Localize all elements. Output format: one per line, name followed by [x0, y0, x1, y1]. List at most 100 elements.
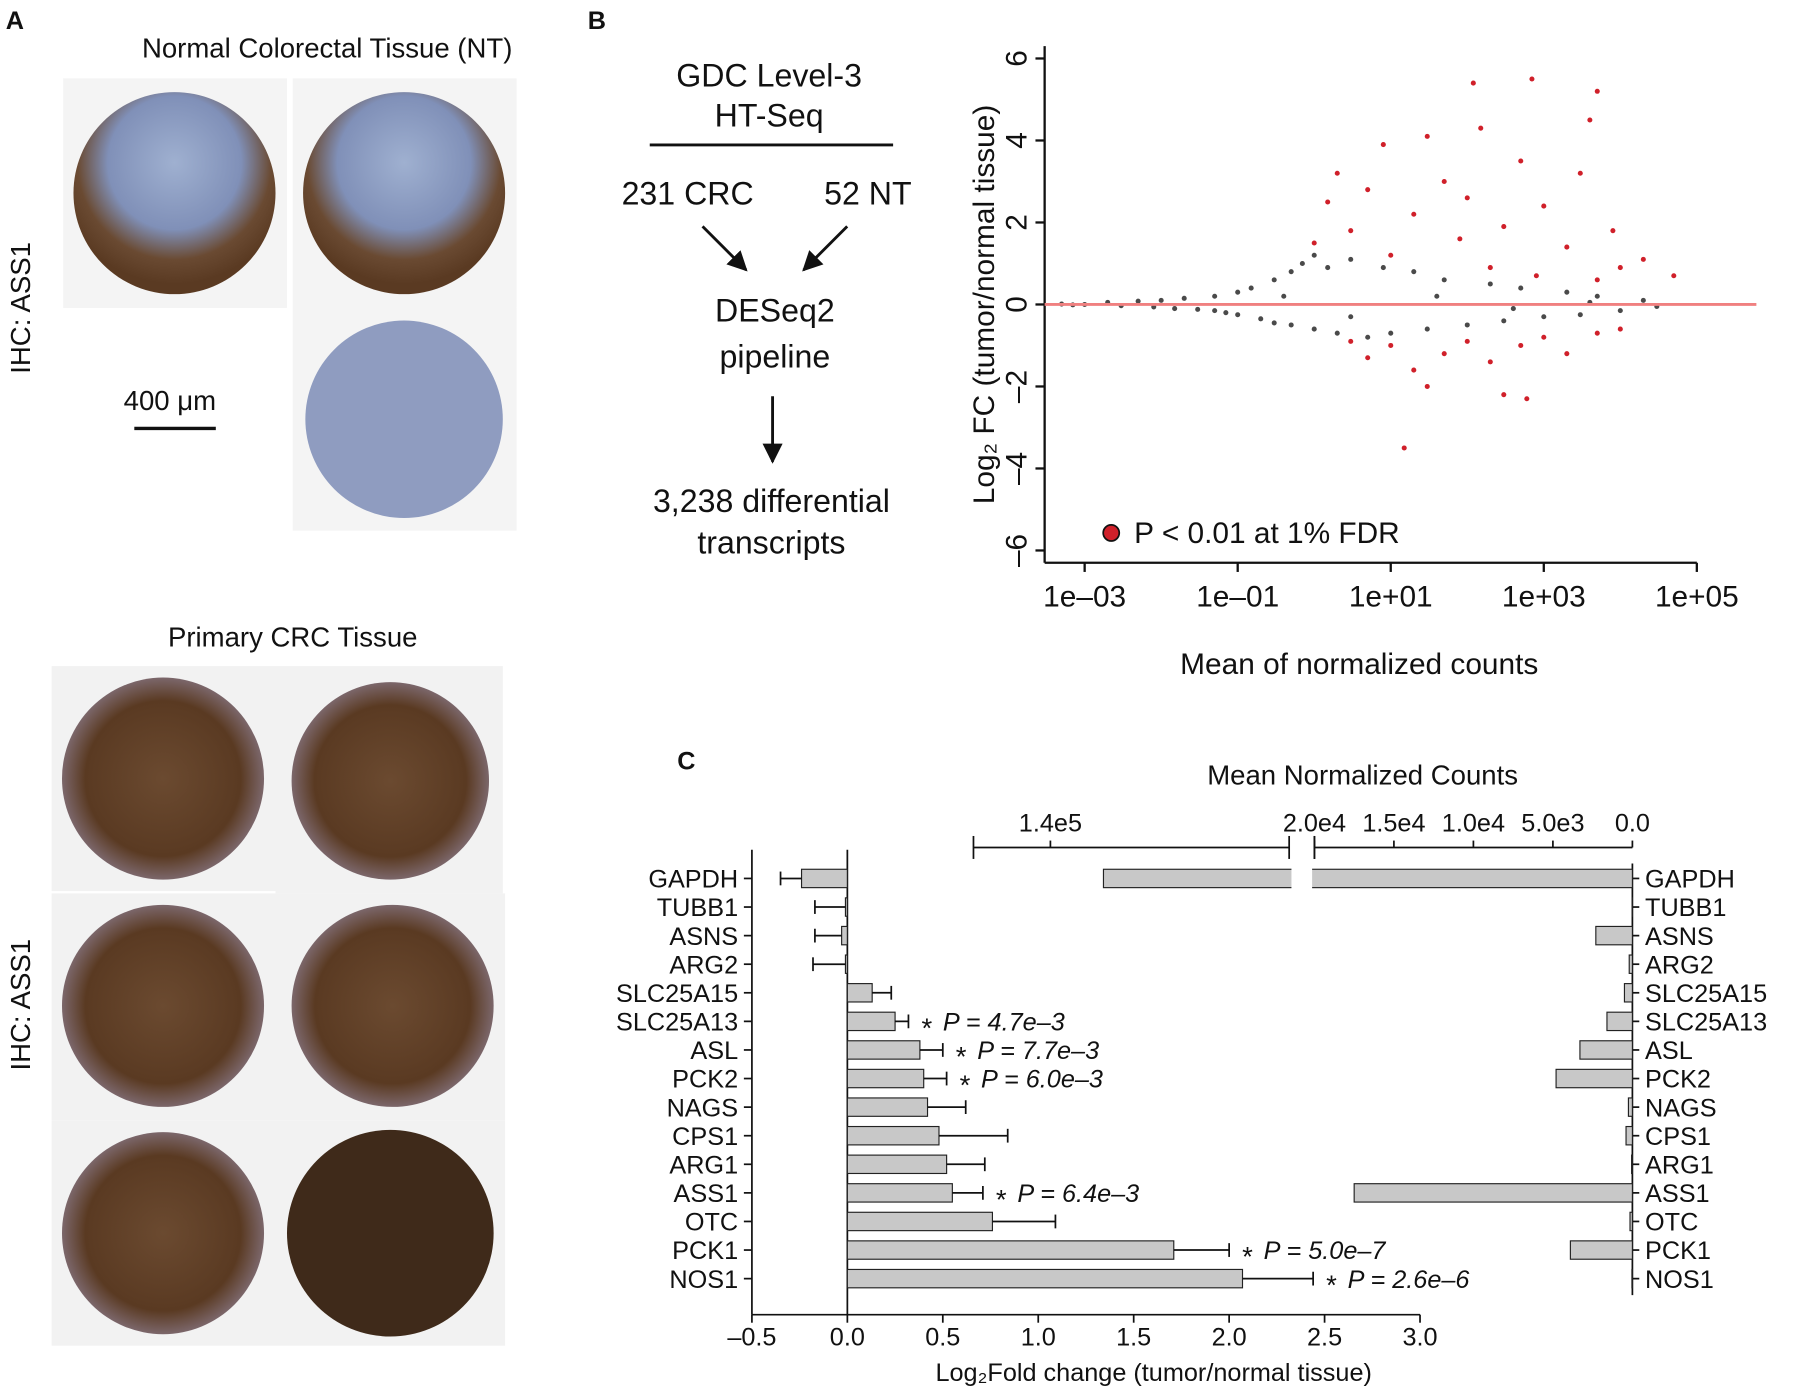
bar	[1625, 1125, 1633, 1146]
point	[1271, 277, 1277, 283]
bar	[1555, 1068, 1633, 1089]
point	[1281, 293, 1287, 299]
point	[1388, 342, 1394, 348]
stain-label: IHC: ASS1	[5, 242, 36, 374]
error-bar	[938, 1128, 1009, 1143]
point	[1529, 76, 1535, 82]
category-label: NOS1	[669, 1266, 738, 1294]
bar	[1353, 1183, 1633, 1203]
tissue-core	[291, 904, 494, 1107]
category-label: TUBB1	[1645, 894, 1726, 922]
x-tick-label: 5.0e3	[1521, 809, 1584, 837]
category-label: CPS1	[1645, 1123, 1711, 1151]
error-bar	[952, 1185, 984, 1200]
point	[1172, 306, 1178, 312]
point	[1411, 211, 1417, 217]
bar	[800, 868, 848, 889]
x-axis-label: Mean of normalized counts	[1180, 648, 1538, 681]
bar	[1569, 1240, 1633, 1260]
y-tick-label: 6	[1000, 50, 1033, 67]
x-axis-label: Log₂Fold change (tumor/normal tissue)	[935, 1359, 1371, 1387]
category-label: OTC	[1645, 1209, 1698, 1237]
category-label: ARG1	[669, 1151, 738, 1179]
y-tick-label: 0	[1000, 296, 1033, 313]
point	[1501, 224, 1507, 230]
tissue-core	[303, 92, 506, 295]
category-label: NOS1	[1645, 1266, 1714, 1294]
point	[1518, 342, 1524, 348]
category-label: SLC25A13	[1645, 1009, 1767, 1037]
point	[1464, 322, 1470, 328]
point	[1518, 158, 1524, 164]
point	[1441, 277, 1447, 283]
category-label: ASS1	[674, 1180, 739, 1208]
bar	[1631, 1154, 1633, 1175]
point	[1424, 326, 1430, 332]
point	[1135, 298, 1141, 304]
point	[1501, 318, 1507, 324]
legend-label: P < 0.01 at 1% FDR	[1134, 517, 1400, 550]
panel-label: A	[6, 7, 24, 35]
point	[1533, 273, 1539, 279]
bar	[846, 1097, 929, 1117]
point	[1594, 277, 1600, 283]
point	[1388, 252, 1394, 258]
tissue-core	[305, 320, 503, 518]
bar	[1628, 954, 1633, 974]
category-label: TUBB1	[657, 894, 738, 922]
point	[1577, 312, 1583, 318]
bar	[841, 925, 848, 946]
point	[1464, 195, 1470, 201]
point	[1457, 236, 1463, 242]
category-label: ASNS	[1645, 923, 1714, 951]
category-label: ARG2	[669, 951, 738, 979]
flow-text: DESeq2	[715, 293, 835, 329]
bar	[1606, 1011, 1633, 1032]
point	[1195, 306, 1201, 312]
error-bar	[923, 1071, 948, 1086]
section-title: Primary CRC Tissue	[168, 622, 417, 653]
bar	[846, 1011, 896, 1032]
point	[1325, 265, 1331, 271]
category-label: ASL	[1645, 1037, 1693, 1065]
point	[1434, 293, 1440, 299]
error-bar	[1242, 1271, 1314, 1286]
point	[1541, 334, 1547, 340]
point	[1334, 330, 1340, 336]
x-tick-label: 1.4e5	[1019, 809, 1082, 837]
y-tick-label: 4	[1000, 132, 1033, 149]
category-label: SLC25A15	[1645, 980, 1767, 1008]
category-label: PCK1	[1645, 1237, 1711, 1265]
point	[1501, 392, 1507, 398]
category-label: NAGS	[1645, 1094, 1717, 1122]
point	[1487, 281, 1493, 287]
significance-marker: *	[996, 1184, 1007, 1215]
point	[1487, 265, 1493, 271]
bar	[846, 1040, 921, 1060]
p-value-label: P = 5.0e–7	[1264, 1237, 1387, 1265]
bar	[846, 1125, 940, 1146]
point	[1617, 308, 1623, 314]
point	[1271, 320, 1277, 326]
bar	[846, 1183, 953, 1203]
point	[1248, 285, 1254, 291]
flow-arrow	[802, 225, 849, 272]
point	[1524, 396, 1530, 402]
point	[1594, 293, 1600, 299]
panel-label: B	[588, 7, 606, 35]
bar	[1579, 1040, 1633, 1060]
bar	[1629, 1211, 1633, 1232]
error-bar	[814, 928, 842, 943]
x-tick-label: 2.5	[1307, 1324, 1342, 1352]
bar	[846, 1154, 948, 1175]
category-label: ARG2	[1645, 951, 1714, 979]
p-value-label: P = 6.4e–3	[1017, 1180, 1139, 1208]
point	[1235, 289, 1241, 295]
x-tick-label: 1.0e4	[1442, 809, 1505, 837]
category-label: GAPDH	[1645, 866, 1735, 894]
bar	[844, 897, 848, 917]
point	[1158, 297, 1164, 303]
bar	[1627, 1097, 1633, 1117]
y-tick-label: –4	[1000, 452, 1033, 485]
point	[1577, 170, 1583, 176]
